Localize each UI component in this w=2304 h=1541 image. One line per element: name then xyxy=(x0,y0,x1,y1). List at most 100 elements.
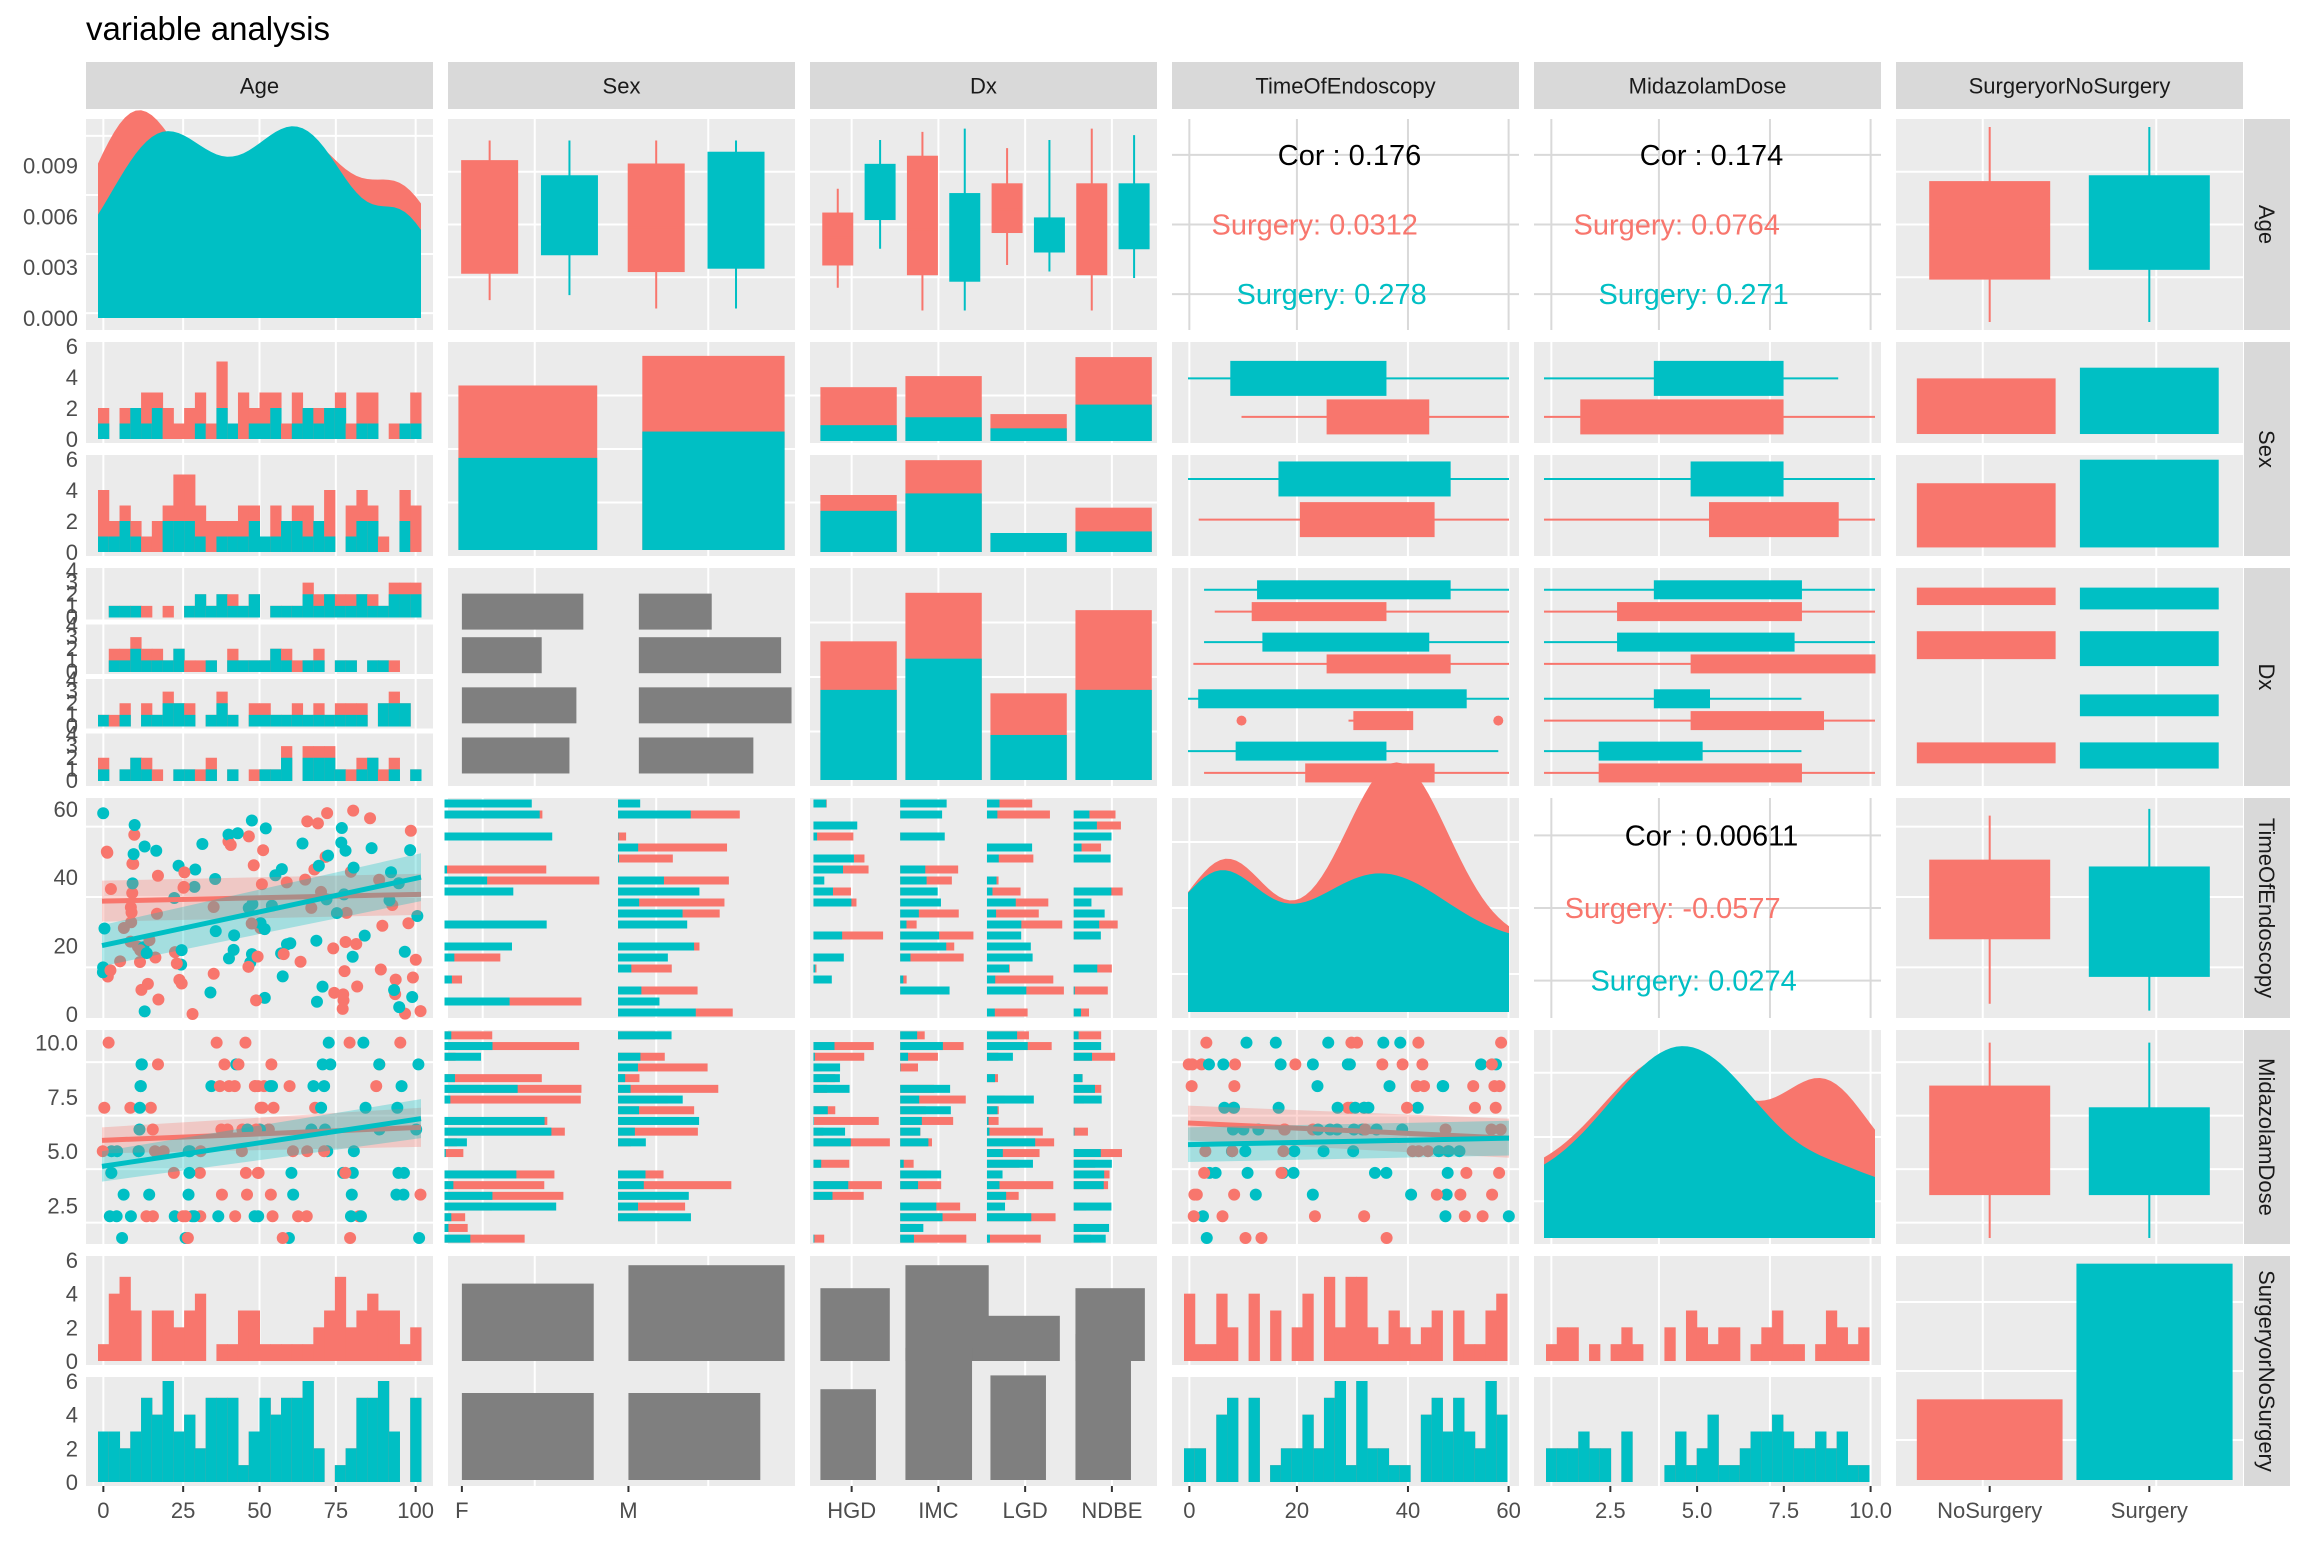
hist-bar-nosurgery xyxy=(1346,1277,1357,1361)
hist-bar-surgery xyxy=(1600,1448,1611,1482)
hist-bar-surgery xyxy=(324,537,335,553)
hist-bar-surgery xyxy=(260,715,271,727)
hist-bar-surgery xyxy=(184,1415,195,1482)
bar-surgery xyxy=(900,1170,941,1178)
hist-bar-surgery xyxy=(120,715,131,727)
x-tick-label: 75 xyxy=(324,1498,348,1523)
bar-surgery xyxy=(813,866,843,874)
bar-surgery xyxy=(813,1192,832,1200)
bar-surgery xyxy=(987,910,996,918)
hist-bar-nosurgery xyxy=(1195,1344,1206,1361)
hist-bar-nosurgery xyxy=(173,424,184,440)
point-surgery xyxy=(1377,1037,1389,1049)
bar-surgery xyxy=(987,899,1016,907)
bar-nosurgery xyxy=(445,1149,464,1157)
point-nosurgery xyxy=(187,1008,199,1020)
hist-bar-nosurgery xyxy=(206,424,217,440)
hist-bar-nosurgery xyxy=(1718,1327,1729,1361)
point-nosurgery xyxy=(1486,1058,1498,1070)
point-surgery xyxy=(347,951,359,963)
hist-bar-surgery xyxy=(173,769,184,781)
hist-bar-nosurgery xyxy=(1389,1311,1400,1362)
hist-bar-nosurgery xyxy=(1292,1327,1303,1361)
point-nosurgery xyxy=(278,948,290,960)
bar-surgery xyxy=(987,921,1021,929)
bar-surgery xyxy=(618,877,664,885)
panel xyxy=(1534,568,1881,786)
hist-bar-surgery xyxy=(1184,1448,1195,1482)
point-nosurgery xyxy=(1255,1232,1267,1244)
hist-bar-nosurgery xyxy=(1837,1327,1848,1361)
point-surgery xyxy=(307,1080,319,1092)
point-surgery xyxy=(125,1210,137,1222)
bar-surgery xyxy=(445,1074,455,1082)
bar-surgery xyxy=(813,1181,848,1189)
column-strip-label: SurgeryorNoSurgery xyxy=(1969,74,2171,99)
hist-bar-nosurgery xyxy=(120,1277,131,1361)
point-surgery xyxy=(1307,1058,1319,1070)
bar-surgery xyxy=(987,1160,1033,1168)
point-nosurgery xyxy=(229,1210,241,1222)
point-surgery xyxy=(399,946,411,958)
point-surgery xyxy=(118,1189,130,1201)
box-body xyxy=(1618,603,1802,621)
point-nosurgery xyxy=(265,1189,277,1201)
hist-bar-nosurgery xyxy=(195,1294,206,1361)
hist-bar-surgery xyxy=(356,1398,367,1482)
hist-bar-nosurgery xyxy=(367,1294,378,1361)
bar-nosurgery xyxy=(445,1074,542,1082)
column-strip-label: Sex xyxy=(603,74,641,99)
box-body xyxy=(1710,503,1839,537)
bar-surgery xyxy=(987,1203,1005,1211)
bar-surgery xyxy=(445,1117,545,1125)
point-surgery xyxy=(1322,1037,1334,1049)
row-strip-label: Age xyxy=(2254,205,2279,244)
hist-bar-surgery xyxy=(1557,1448,1568,1482)
facet-gap xyxy=(1172,443,1519,455)
hist-bar-nosurgery xyxy=(1708,1344,1719,1361)
hist-bar-nosurgery xyxy=(109,715,120,727)
point-surgery xyxy=(311,996,323,1008)
bar-surgery xyxy=(445,1128,552,1136)
point-nosurgery xyxy=(1495,1037,1507,1049)
hist-bar-surgery xyxy=(1216,1415,1227,1482)
hist-bar-surgery xyxy=(389,703,400,726)
bar-surgery xyxy=(813,822,857,830)
box-body xyxy=(1327,655,1450,673)
panel xyxy=(448,119,795,330)
hist-bar-surgery xyxy=(1729,1465,1740,1482)
point-surgery xyxy=(264,1080,276,1092)
point-nosurgery xyxy=(1183,1058,1195,1070)
hist-bar-surgery xyxy=(367,424,378,440)
point-nosurgery xyxy=(101,846,113,858)
point-nosurgery xyxy=(239,1037,251,1049)
hist-bar-nosurgery xyxy=(378,769,389,781)
hist-bar-surgery xyxy=(1697,1448,1708,1482)
hist-bar-nosurgery xyxy=(324,1311,335,1362)
bar-surgery xyxy=(900,943,946,951)
bar-nosurgery xyxy=(1917,631,2056,659)
hist-bar-nosurgery xyxy=(335,1277,346,1361)
bar-surgery xyxy=(1075,690,1151,780)
point-nosurgery xyxy=(415,1005,427,1017)
hist-bar-surgery xyxy=(98,537,109,553)
hist-bar-surgery xyxy=(281,660,292,672)
box-body xyxy=(992,184,1022,233)
hist-bar-nosurgery xyxy=(1815,1344,1826,1361)
bar-nosurgery xyxy=(987,1128,1043,1136)
hist-bar-surgery xyxy=(249,594,260,617)
bar-surgery xyxy=(813,899,851,907)
hist-bar-nosurgery xyxy=(1378,1344,1389,1361)
hist-bar-surgery xyxy=(141,769,152,781)
panel xyxy=(1534,1030,1881,1244)
point-surgery xyxy=(1437,1080,1449,1092)
hist-bar-nosurgery xyxy=(1794,1344,1805,1361)
point-nosurgery xyxy=(1416,1058,1428,1070)
box-body xyxy=(1930,182,2050,280)
hist-bar-surgery xyxy=(260,660,271,672)
point-nosurgery xyxy=(171,957,183,969)
panel xyxy=(86,1030,433,1244)
x-tick-label: 7.5 xyxy=(1769,1498,1800,1523)
point-nosurgery xyxy=(98,1102,110,1114)
